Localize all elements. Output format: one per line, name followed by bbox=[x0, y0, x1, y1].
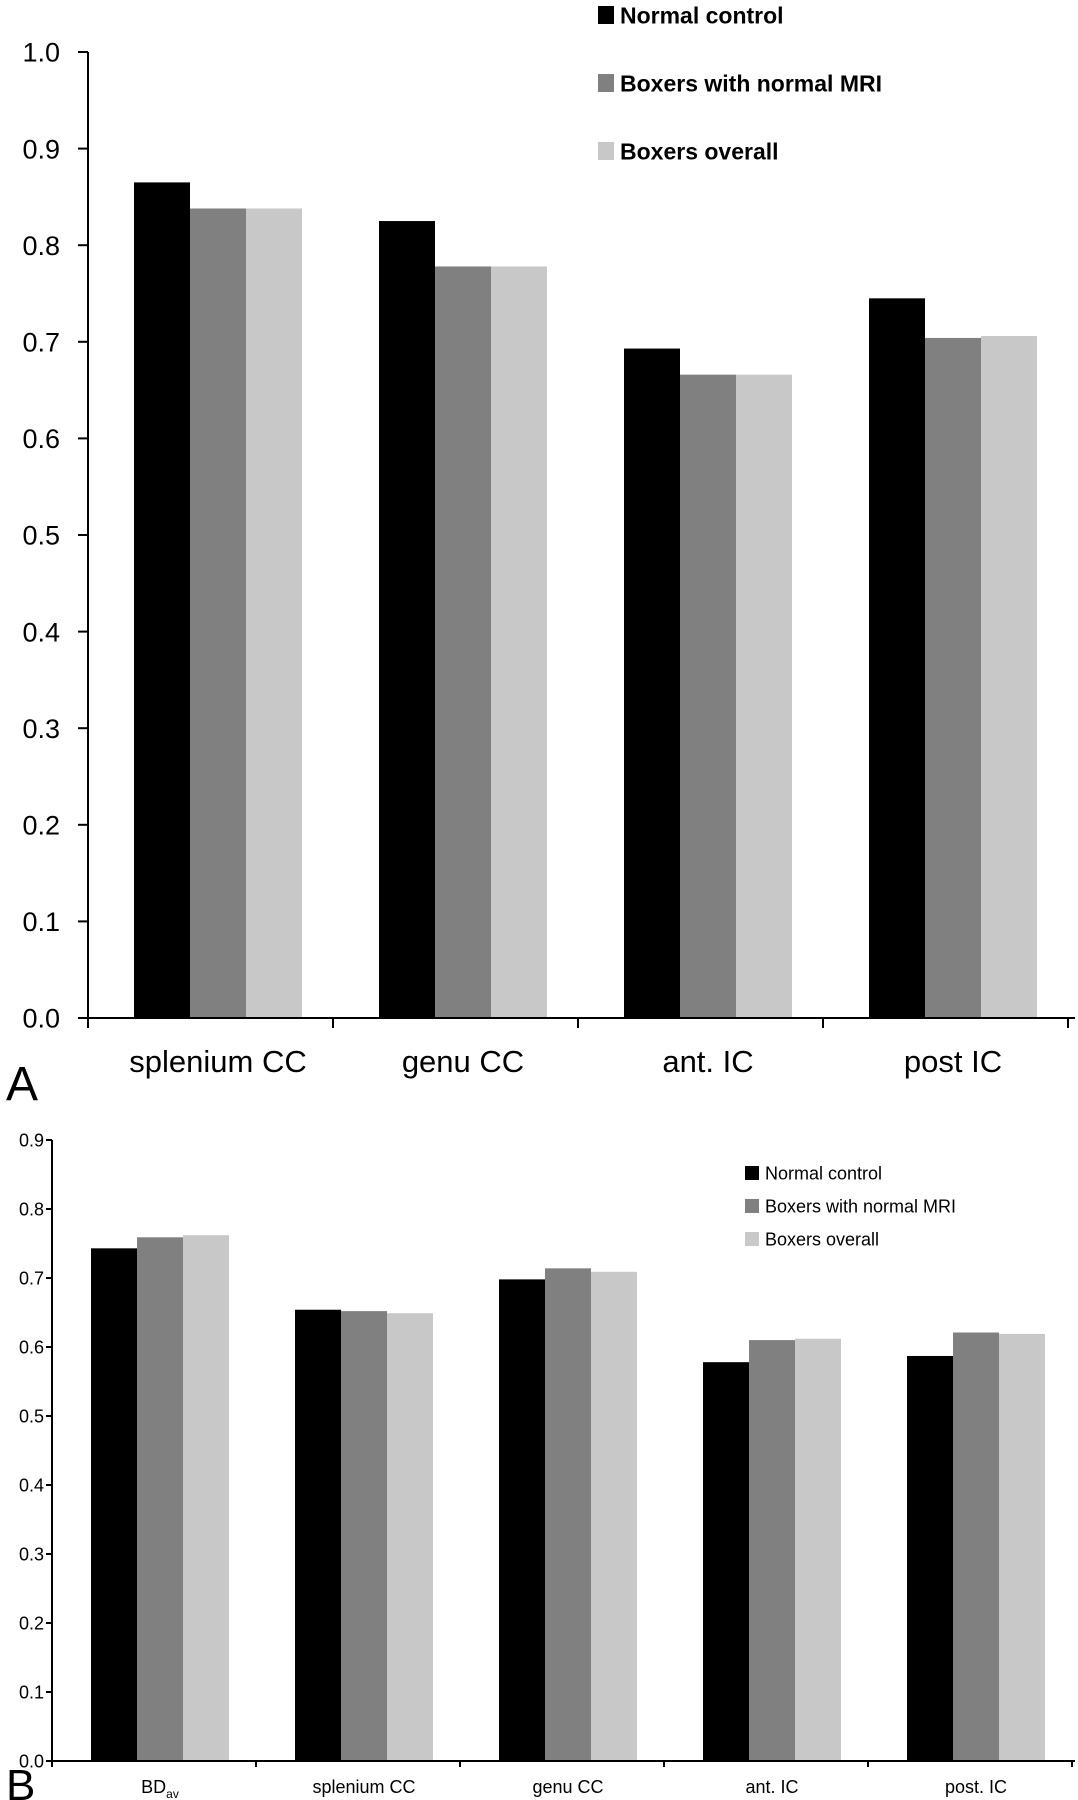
a-x-tick-label-1: genu CC bbox=[402, 1044, 524, 1079]
a-y-tick-label-6: 0.6 bbox=[22, 424, 60, 454]
b-bar-2-0 bbox=[499, 1279, 545, 1761]
a-bar-2-2 bbox=[736, 374, 792, 1018]
b-bar-0-0 bbox=[91, 1248, 137, 1761]
b-x-tick-label-3: ant. IC bbox=[745, 1777, 798, 1797]
b-y-tick-label-7: 0.7 bbox=[19, 1268, 44, 1288]
a-y-tick-label-10: 1.0 bbox=[22, 38, 60, 68]
a-legend-swatch-0 bbox=[598, 6, 614, 24]
b-legend-label-0: Normal control bbox=[765, 1163, 882, 1183]
chart-panel-a: 0.0 0.1 0.2 0.3 0.4 0.5 0.6 0.7 0.8 0.9 1.0 spleniu… bbox=[6, 2, 1075, 1111]
a-bar-1-0 bbox=[379, 221, 435, 1019]
a-bar-1-2 bbox=[491, 266, 547, 1018]
a-bar-0-2 bbox=[246, 208, 302, 1018]
chart-panel-b: 0.0 0.1 0.2 0.3 0.4 0.5 0.6 0.7 0.8 0.9 BDav spleni… bbox=[6, 1130, 1075, 1800]
a-bar-2-1 bbox=[680, 374, 736, 1018]
a-legend-swatch-1 bbox=[598, 74, 614, 92]
b-y-tick-label-5: 0.5 bbox=[19, 1406, 44, 1426]
b-x-tick-label-2: genu CC bbox=[532, 1777, 603, 1797]
a-y-tick-label-8: 0.8 bbox=[22, 231, 60, 261]
b-bar-3-0 bbox=[703, 1362, 749, 1761]
b-x-tick-label-4: post. IC bbox=[945, 1777, 1007, 1797]
b-bar-2-1 bbox=[545, 1268, 591, 1761]
b-bar-1-0 bbox=[295, 1309, 341, 1761]
b-x-tick-label-0: BDav bbox=[141, 1777, 179, 1800]
b-x-tick-label-0-subscript: av bbox=[166, 1787, 179, 1800]
a-x-tick-label-2: ant. IC bbox=[662, 1044, 753, 1079]
b-panel-letter: B bbox=[6, 1761, 35, 1800]
b-bar-0-1 bbox=[137, 1237, 183, 1761]
a-bar-2-0 bbox=[624, 348, 680, 1018]
b-legend-label-2: Boxers overall bbox=[765, 1229, 879, 1249]
a-y-tick-label-1: 0.1 bbox=[22, 907, 60, 937]
a-y-tick-label-0: 0.0 bbox=[22, 1004, 60, 1034]
b-bar-3-2 bbox=[795, 1338, 841, 1761]
a-y-tick-label-7: 0.7 bbox=[22, 328, 60, 358]
b-y-tick-label-3: 0.3 bbox=[19, 1544, 44, 1564]
a-legend-label-1: Boxers with normal MRI bbox=[620, 70, 882, 96]
a-x-tick-label-0: splenium CC bbox=[129, 1044, 306, 1079]
a-panel-letter: A bbox=[6, 1058, 38, 1111]
a-y-tick-label-4: 0.4 bbox=[22, 617, 60, 647]
a-y-tick-label-5: 0.5 bbox=[22, 521, 60, 551]
a-bar-0-0 bbox=[134, 182, 190, 1018]
b-y-tick-label-8: 0.8 bbox=[19, 1199, 44, 1219]
b-legend-swatch-0 bbox=[745, 1166, 759, 1180]
a-legend-label-0: Normal control bbox=[620, 2, 784, 28]
a-bar-3-2 bbox=[981, 336, 1037, 1018]
b-y-tick-label-4: 0.4 bbox=[19, 1475, 44, 1495]
b-bar-0-2 bbox=[183, 1235, 229, 1761]
b-y-tick-label-2: 0.2 bbox=[19, 1613, 44, 1633]
b-bar-4-2 bbox=[999, 1333, 1045, 1761]
b-legend-swatch-1 bbox=[745, 1199, 759, 1213]
a-legend-label-2: Boxers overall bbox=[620, 138, 779, 164]
a-legend-swatch-2 bbox=[598, 142, 614, 160]
b-bar-1-2 bbox=[387, 1313, 433, 1761]
b-x-tick-label-1: splenium CC bbox=[312, 1777, 415, 1797]
b-y-tick-label-6: 0.6 bbox=[19, 1337, 44, 1357]
a-y-tick-label-2: 0.2 bbox=[22, 811, 60, 841]
b-bar-3-1 bbox=[749, 1340, 795, 1761]
a-bar-3-1 bbox=[925, 337, 981, 1018]
a-x-tick-label-3: post IC bbox=[904, 1044, 1002, 1079]
b-y-tick-label-9: 0.9 bbox=[19, 1130, 44, 1150]
b-bar-4-1 bbox=[953, 1332, 999, 1761]
a-bar-1-1 bbox=[435, 266, 491, 1018]
a-y-tick-label-3: 0.3 bbox=[22, 714, 60, 744]
b-bar-2-2 bbox=[591, 1271, 637, 1761]
b-legend-swatch-2 bbox=[745, 1232, 759, 1246]
b-bar-1-1 bbox=[341, 1311, 387, 1761]
b-y-tick-label-0: 0.0 bbox=[19, 1751, 44, 1771]
b-bar-4-0 bbox=[907, 1355, 953, 1761]
b-y-tick-label-1: 0.1 bbox=[19, 1682, 44, 1702]
a-y-tick-label-9: 0.9 bbox=[22, 134, 60, 164]
a-bar-3-0 bbox=[869, 298, 925, 1019]
a-bar-0-1 bbox=[190, 208, 246, 1018]
b-legend-label-1: Boxers with normal MRI bbox=[765, 1196, 956, 1216]
